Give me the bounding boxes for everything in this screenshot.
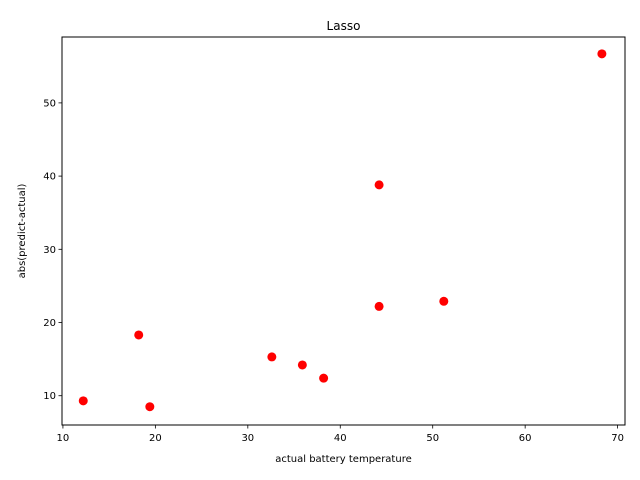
y-tick-label: 40 xyxy=(43,172,56,183)
x-tick-label: 70 xyxy=(611,433,624,444)
y-tick-label: 50 xyxy=(43,98,56,109)
y-tick-label: 20 xyxy=(43,318,56,329)
x-tick-label: 60 xyxy=(519,433,532,444)
data-point xyxy=(267,352,277,362)
y-tick-label: 30 xyxy=(43,245,56,256)
x-tick-label: 40 xyxy=(334,433,347,444)
data-point xyxy=(134,330,144,340)
data-point xyxy=(145,402,155,412)
data-point xyxy=(597,49,607,59)
data-point xyxy=(319,373,329,383)
data-point xyxy=(374,301,384,311)
data-point xyxy=(374,180,384,190)
y-axis: 10 20 30 40 50 xyxy=(43,98,62,402)
plot-area xyxy=(61,36,626,426)
x-axis: 10 20 30 40 50 60 70 xyxy=(57,425,624,444)
y-tick-label: 10 xyxy=(43,391,56,402)
data-point xyxy=(297,360,307,370)
x-tick-label: 50 xyxy=(426,433,439,444)
data-points xyxy=(78,49,607,412)
data-point xyxy=(78,396,88,406)
x-tick-label: 30 xyxy=(241,433,254,444)
y-axis-label: abs(predict-actual) xyxy=(17,183,28,278)
chart-title: Lasso xyxy=(327,19,361,33)
data-point xyxy=(439,296,449,306)
x-tick-label: 10 xyxy=(57,433,70,444)
x-axis-label: actual battery temperature xyxy=(275,454,412,465)
x-tick-label: 20 xyxy=(149,433,162,444)
